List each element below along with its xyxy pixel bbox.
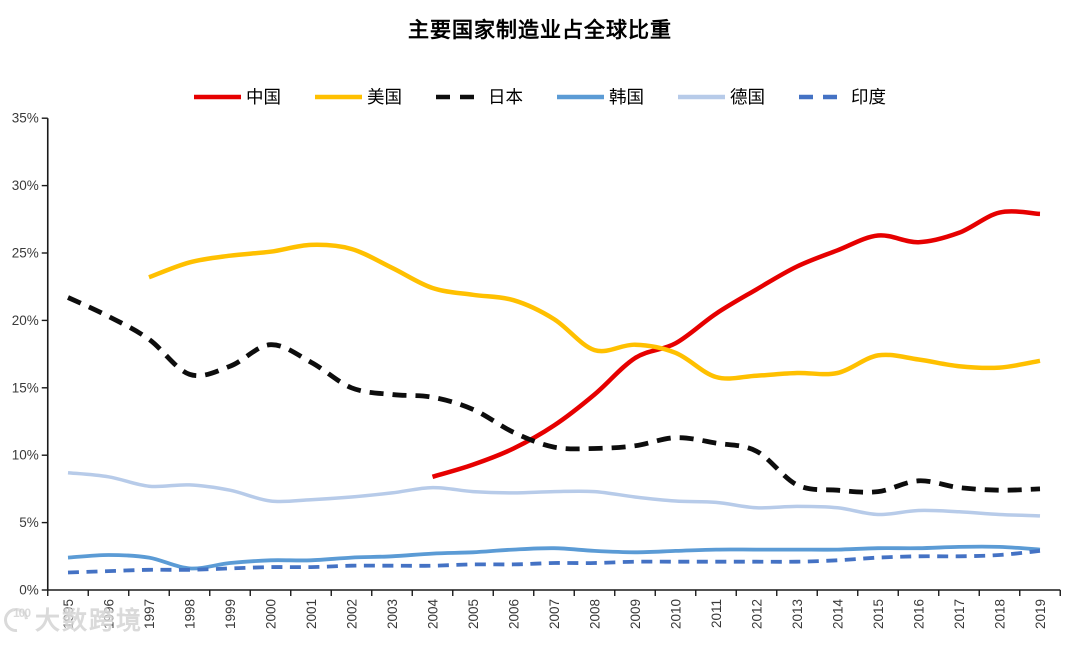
legend-item-usa: 美国 <box>315 84 402 109</box>
x-tick-label: 2018 <box>993 599 1008 629</box>
x-tick-label: 2000 <box>264 599 279 629</box>
x-tick-label: 2011 <box>709 599 724 628</box>
legend-swatch-germany-icon <box>678 94 725 99</box>
x-tick-label: 2004 <box>426 599 441 630</box>
y-tick-label: 10% <box>12 448 39 463</box>
x-tick-label: 2007 <box>547 599 562 629</box>
x-tick-label: 2006 <box>507 599 522 629</box>
y-tick-label: 15% <box>12 380 39 395</box>
x-tick-label: 2013 <box>790 599 805 629</box>
x-tick-label: 2003 <box>385 599 400 629</box>
x-tick-label: 2012 <box>750 599 765 629</box>
x-tick-label: 2009 <box>628 599 643 629</box>
x-tick-label: 1995 <box>61 599 76 629</box>
x-tick-label: 2014 <box>831 599 846 630</box>
series-line-japan <box>67 295 1041 495</box>
legend-label-germany: 德国 <box>730 87 765 107</box>
x-tick-label: 1997 <box>142 599 157 629</box>
legend-swatch-korea-icon <box>557 94 604 99</box>
legend-swatch-india-icon <box>799 94 846 99</box>
x-tick-label: 2008 <box>588 599 603 629</box>
x-tick-label: 2002 <box>345 599 360 629</box>
y-tick-label: 25% <box>12 246 39 261</box>
legend-item-china: 中国 <box>194 84 281 109</box>
legend: 中国 美国 日本 韩国 德国 印度 <box>0 84 1080 109</box>
legend-swatch-japan-icon <box>436 94 483 99</box>
series-line-usa <box>148 242 1041 381</box>
legend-label-japan: 日本 <box>488 87 523 107</box>
legend-label-china: 中国 <box>246 87 281 107</box>
x-tick-label: 2005 <box>466 599 481 629</box>
legend-item-japan: 日本 <box>436 84 523 109</box>
x-tick-label: 2017 <box>952 599 967 629</box>
x-tick-label: 2015 <box>871 599 886 629</box>
y-tick-label: 30% <box>12 178 39 193</box>
legend-label-india: 印度 <box>851 87 886 107</box>
x-tick-label: 1998 <box>183 599 198 629</box>
legend-item-india: 印度 <box>799 84 886 109</box>
series-line-korea <box>67 544 1041 571</box>
legend-swatch-china-icon <box>194 94 241 99</box>
legend-swatch-usa-icon <box>315 94 362 99</box>
series-line-india <box>67 549 1041 575</box>
y-tick-label: 0% <box>19 583 39 598</box>
x-tick-label: 2010 <box>669 599 684 629</box>
x-tick-label: 2016 <box>912 599 927 629</box>
legend-item-korea: 韩国 <box>557 84 644 109</box>
legend-label-korea: 韩国 <box>609 87 644 107</box>
series-line-germany <box>67 470 1041 518</box>
x-tick-label: 1996 <box>102 599 117 629</box>
y-tick-label: 35% <box>12 111 39 126</box>
legend-label-usa: 美国 <box>367 87 402 107</box>
y-tick-label: 5% <box>19 515 39 530</box>
y-tick-label: 20% <box>12 313 39 328</box>
x-tick-label: 2001 <box>304 599 319 629</box>
series-line-china <box>431 209 1041 479</box>
x-tick-label: 2019 <box>1033 599 1048 629</box>
x-tick-label: 1999 <box>223 599 238 629</box>
legend-item-germany: 德国 <box>678 84 765 109</box>
chart-title: 主要国家制造业占全球比重 <box>408 19 672 42</box>
